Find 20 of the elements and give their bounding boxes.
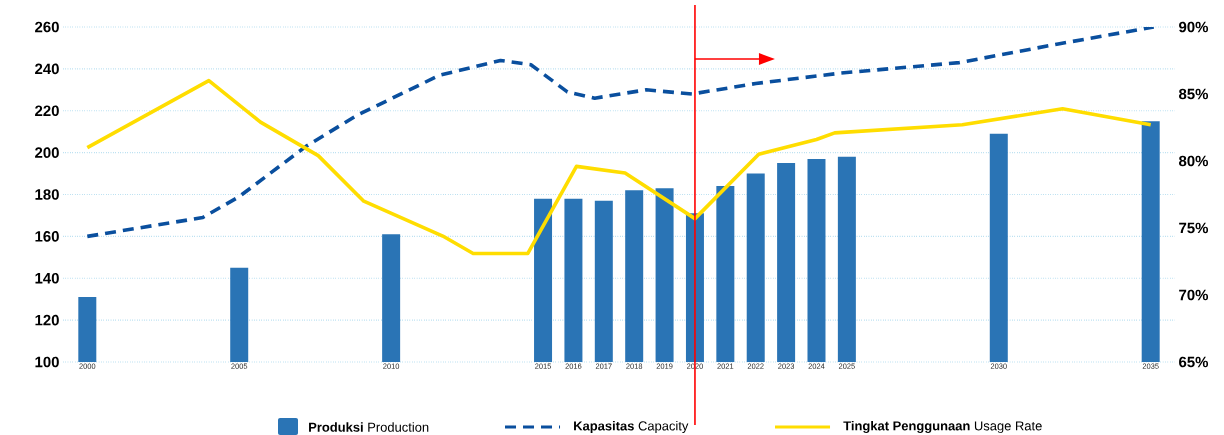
y-tick-label: 180 bbox=[35, 189, 59, 200]
legend-label: Produksi Production bbox=[309, 422, 429, 432]
y-tick-label: 200 bbox=[35, 147, 59, 158]
y-tick-label: 220 bbox=[35, 105, 59, 117]
y2-tick-label: 75% bbox=[1179, 222, 1209, 234]
y2-tick-label: 70% bbox=[1179, 289, 1209, 301]
y2-tick-label: 85% bbox=[1178, 88, 1209, 100]
legend-label: Tingkat Penggunaan Usage Rate bbox=[843, 420, 1042, 434]
line-series bbox=[85, 78, 1153, 256]
y2-tick-label: 90% bbox=[1179, 21, 1209, 33]
y-tick-label: 260 bbox=[35, 21, 59, 33]
y-tick-label: 100 bbox=[35, 356, 59, 368]
y2-tick-label: 80% bbox=[1178, 155, 1209, 167]
y-tick-label: 120 bbox=[35, 314, 59, 326]
line-series bbox=[85, 27, 1156, 239]
y-tick-label: 160 bbox=[35, 231, 59, 242]
y2-tick-label: 65% bbox=[1179, 356, 1209, 368]
legend-label: Kapasitas Capacity bbox=[574, 420, 689, 434]
y-tick-label: 240 bbox=[35, 63, 59, 75]
y-tick-label: 140 bbox=[35, 272, 59, 284]
